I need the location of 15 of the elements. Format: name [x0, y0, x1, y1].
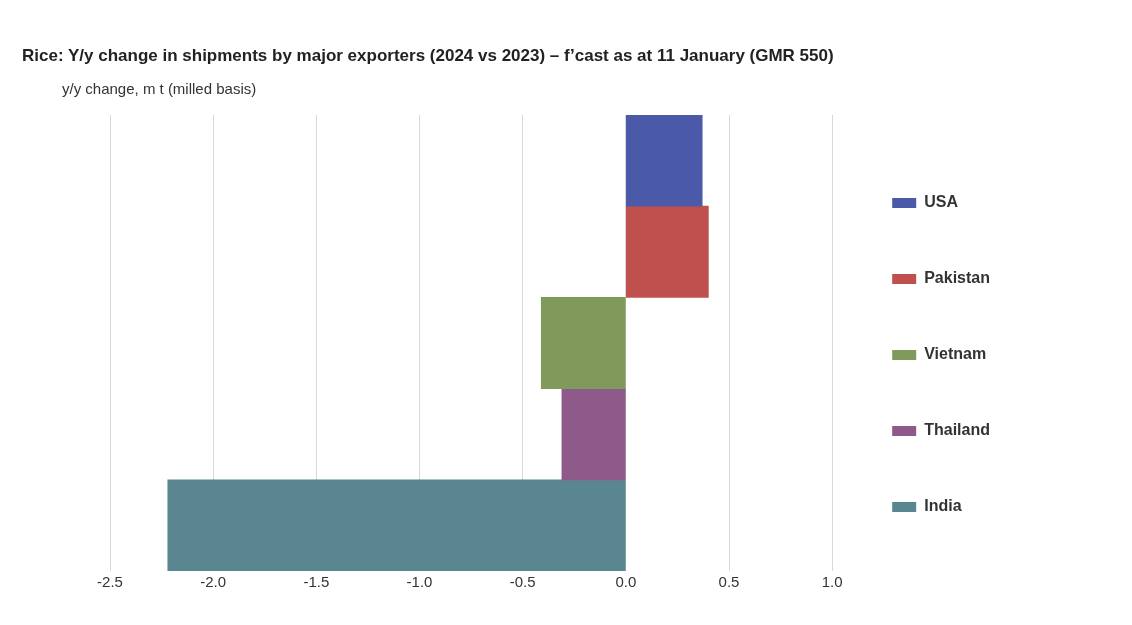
legend-label: Thailand: [924, 421, 990, 439]
legend-label: India: [924, 497, 962, 515]
x-tick-label: -1.0: [406, 573, 433, 591]
legend-label: Pakistan: [924, 269, 990, 287]
chart-title: Rice: Y/y change in shipments by major exporters (2024 vs 2023) – f’cast as at 11 January (GMR 550): [22, 46, 834, 66]
legend-label: Vietnam: [924, 345, 987, 363]
x-tick-label: -0.5: [509, 573, 536, 591]
x-tick-label: -2.0: [200, 573, 227, 591]
x-tick-label: 0.5: [718, 573, 740, 591]
x-tick-label: 1.0: [821, 573, 843, 591]
x-tick-label: -2.5: [97, 573, 123, 591]
x-tick-label: -1.5: [303, 573, 330, 591]
legend-label: USA: [924, 193, 959, 211]
x-axis-title: y/y change, m t (milled basis): [62, 80, 257, 97]
x-tick-label: 0.0: [615, 573, 637, 591]
